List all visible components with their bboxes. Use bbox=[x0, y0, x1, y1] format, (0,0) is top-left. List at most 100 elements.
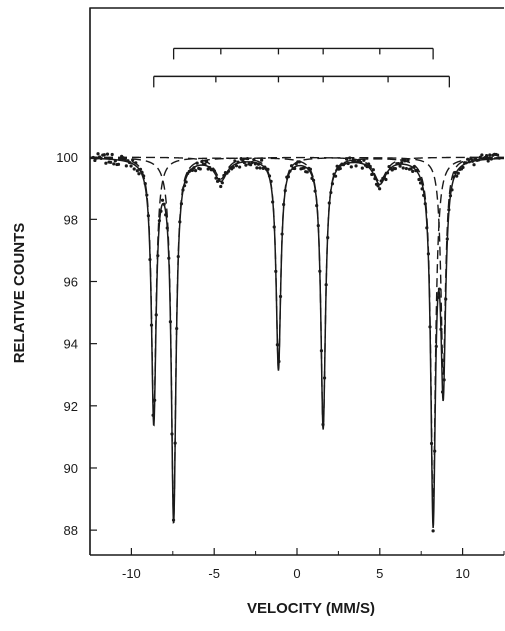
data-point bbox=[445, 237, 449, 241]
data-point bbox=[422, 193, 426, 198]
data-point bbox=[146, 214, 150, 218]
data-point bbox=[330, 182, 335, 186]
data-point bbox=[282, 202, 286, 207]
data-point bbox=[442, 378, 446, 382]
x-axis-title: VELOCITY (MM/S) bbox=[247, 600, 375, 617]
data-point bbox=[184, 180, 188, 184]
data-point bbox=[113, 159, 117, 163]
data-point bbox=[305, 170, 309, 174]
data-point bbox=[99, 156, 103, 161]
data-point bbox=[393, 166, 397, 171]
data-point bbox=[485, 154, 489, 158]
data-point bbox=[354, 164, 358, 168]
data-point bbox=[275, 343, 279, 347]
data-point bbox=[415, 168, 419, 172]
data-point bbox=[379, 179, 383, 183]
data-point bbox=[278, 294, 283, 299]
data-point bbox=[233, 159, 237, 163]
data-point bbox=[255, 166, 259, 170]
data-point bbox=[109, 160, 113, 164]
data-point bbox=[412, 165, 416, 169]
data-point bbox=[123, 157, 127, 161]
y-tick-label: 92 bbox=[64, 399, 78, 414]
data-point bbox=[423, 202, 427, 206]
data-point bbox=[179, 202, 184, 206]
data-point bbox=[256, 162, 261, 166]
data-point bbox=[453, 170, 457, 175]
data-point bbox=[142, 174, 146, 178]
data-point bbox=[112, 162, 116, 166]
data-point bbox=[170, 432, 174, 436]
data-point bbox=[371, 168, 375, 172]
data-point bbox=[181, 188, 185, 192]
data-point bbox=[135, 169, 139, 173]
fit-curve bbox=[89, 157, 505, 529]
data-point bbox=[451, 175, 456, 179]
data-point bbox=[204, 159, 209, 164]
data-point bbox=[129, 164, 133, 168]
data-point bbox=[436, 295, 440, 300]
data-point bbox=[288, 169, 292, 173]
data-point bbox=[241, 158, 245, 162]
data-point bbox=[360, 166, 364, 170]
data-point bbox=[373, 177, 377, 181]
data-point bbox=[131, 158, 135, 162]
y-tick-label: 96 bbox=[64, 275, 78, 290]
data-point bbox=[370, 172, 374, 177]
data-point bbox=[203, 162, 207, 166]
data-point bbox=[365, 165, 369, 169]
data-point bbox=[214, 176, 218, 180]
data-point bbox=[335, 164, 339, 168]
data-point bbox=[401, 166, 405, 170]
data-point bbox=[277, 359, 281, 364]
data-point bbox=[219, 184, 223, 189]
data-point bbox=[93, 158, 97, 163]
data-point bbox=[159, 209, 163, 213]
data-point bbox=[222, 173, 226, 178]
data-point bbox=[346, 161, 350, 166]
data-point bbox=[289, 164, 294, 168]
data-point bbox=[138, 167, 143, 171]
data-point bbox=[322, 376, 327, 380]
data-point bbox=[434, 344, 438, 349]
data-point bbox=[477, 158, 481, 162]
data-point bbox=[271, 200, 275, 204]
data-point bbox=[384, 177, 388, 182]
data-point bbox=[302, 166, 306, 170]
data-point bbox=[455, 174, 459, 178]
data-point bbox=[433, 449, 437, 453]
data-point bbox=[329, 190, 333, 195]
data-point bbox=[488, 153, 492, 157]
data-point bbox=[143, 182, 147, 186]
data-point bbox=[376, 184, 380, 188]
data-point bbox=[396, 161, 401, 166]
data-point bbox=[348, 156, 352, 160]
data-point bbox=[258, 166, 262, 170]
data-point bbox=[466, 157, 470, 161]
plot-border bbox=[89, 7, 504, 555]
data-point bbox=[359, 160, 363, 164]
data-point bbox=[244, 163, 248, 167]
data-point bbox=[411, 169, 415, 173]
data-point bbox=[497, 156, 501, 160]
data-point bbox=[311, 178, 316, 182]
plot-frame bbox=[89, 7, 504, 555]
data-point bbox=[110, 152, 114, 157]
data-point bbox=[428, 325, 432, 329]
x-tick-label: -10 bbox=[122, 566, 141, 581]
data-point bbox=[274, 269, 278, 273]
data-point bbox=[338, 166, 342, 171]
data-point bbox=[164, 213, 168, 217]
data-point bbox=[118, 156, 122, 161]
data-point bbox=[417, 177, 421, 182]
data-point bbox=[182, 184, 187, 188]
data-point bbox=[321, 422, 325, 427]
data-point bbox=[167, 256, 171, 260]
data-point bbox=[178, 220, 182, 224]
data-point bbox=[420, 187, 424, 191]
x-tick-label: 5 bbox=[376, 566, 383, 581]
data-point bbox=[425, 226, 429, 230]
data-point bbox=[444, 297, 448, 301]
data-point bbox=[486, 159, 490, 163]
data-point bbox=[193, 169, 198, 173]
